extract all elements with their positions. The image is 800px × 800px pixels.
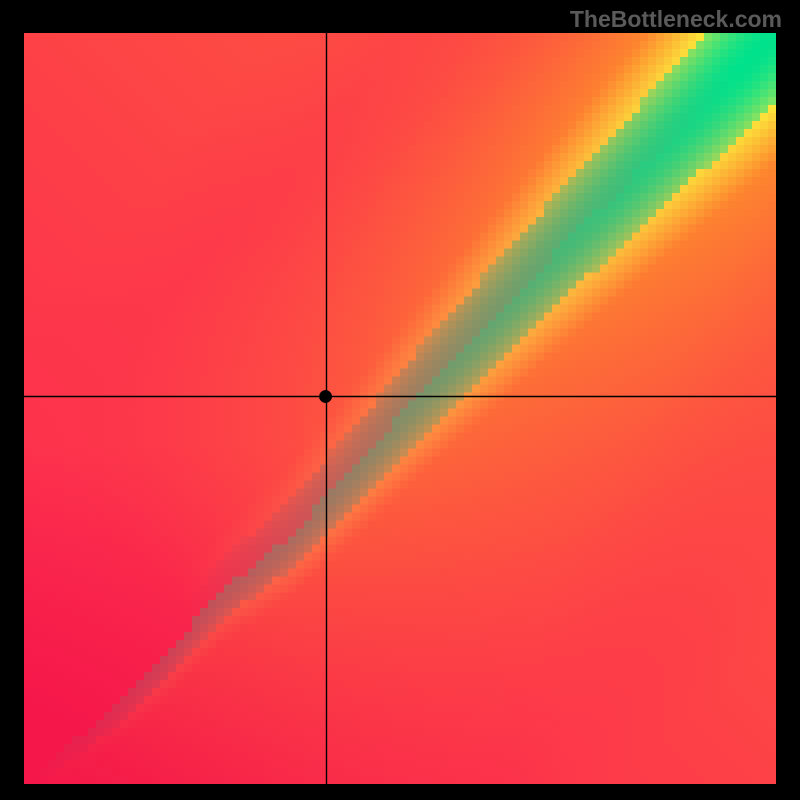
crosshair-overlay bbox=[24, 33, 776, 784]
watermark-text: TheBottleneck.com bbox=[570, 6, 782, 33]
chart-container: TheBottleneck.com bbox=[0, 0, 800, 800]
